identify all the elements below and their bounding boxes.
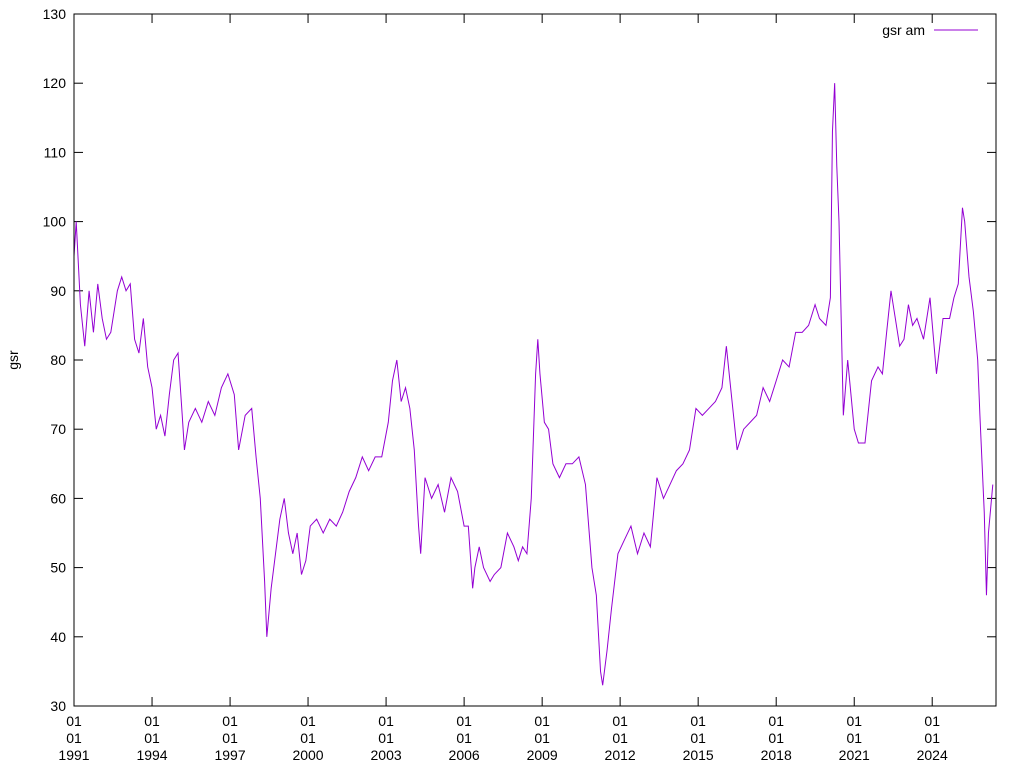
y-tick-label: 30 <box>50 698 66 714</box>
x-tick-label-line: 01 <box>300 713 316 729</box>
x-tick-label: 01 01 2021 <box>839 713 870 763</box>
x-tick-label: 01 01 1994 <box>136 713 167 763</box>
data-line <box>73 83 994 686</box>
y-tick-label: 110 <box>44 144 67 160</box>
x-tick-label-line: 01 <box>690 730 706 746</box>
x-tick-label-line: 2021 <box>839 747 870 763</box>
x-tick-label-line: 01 <box>300 730 316 746</box>
x-tick-label-line: 2024 <box>917 747 948 763</box>
y-tick-label: 50 <box>50 560 66 576</box>
x-tick-label: 01 01 2024 <box>917 713 948 763</box>
x-tick-label: 01 01 2006 <box>449 713 480 763</box>
x-tick-label: 01 01 1991 <box>58 713 89 763</box>
y-tick-label: 120 <box>43 75 67 91</box>
x-tick-label-line: 01 <box>846 730 862 746</box>
x-tick-label: 01 01 2009 <box>527 713 558 763</box>
x-tick-label-line: 2000 <box>292 747 323 763</box>
x-tick-label-line: 01 <box>612 730 628 746</box>
x-tick-label-line: 01 <box>534 730 550 746</box>
y-tick-label: 90 <box>50 283 66 299</box>
y-tick-label: 80 <box>50 352 66 368</box>
y-tick-label: 40 <box>50 629 66 645</box>
x-tick-label-line: 01 <box>534 713 550 729</box>
x-tick-label-line: 01 <box>66 713 82 729</box>
x-tick-label-line: 01 <box>144 713 160 729</box>
y-tick-label: 130 <box>43 6 67 22</box>
y-tick-label: 100 <box>43 214 67 230</box>
x-tick-label-line: 1991 <box>58 747 89 763</box>
y-tick-label: 70 <box>50 421 66 437</box>
x-tick-label: 01 01 2000 <box>292 713 323 763</box>
x-tick-label: 01 01 2018 <box>761 713 792 763</box>
y-axis-label: gsr <box>5 350 21 370</box>
y-tick-label: 60 <box>50 490 66 506</box>
x-tick-label-line: 01 <box>924 713 940 729</box>
x-tick-label-line: 1994 <box>136 747 167 763</box>
x-tick-label: 01 01 2015 <box>683 713 714 763</box>
x-tick-label-line: 01 <box>378 730 394 746</box>
x-tick-label: 01 01 2003 <box>371 713 402 763</box>
x-tick-label-line: 01 <box>690 713 706 729</box>
x-tick-label-line: 01 <box>66 730 82 746</box>
x-tick-label-line: 01 <box>768 730 784 746</box>
plot-border <box>73 13 997 707</box>
x-tick-label-line: 01 <box>456 730 472 746</box>
x-tick-label-line: 2009 <box>527 747 558 763</box>
x-tick-label-line: 01 <box>222 730 238 746</box>
x-tick-label-line: 01 <box>378 713 394 729</box>
x-tick-label-line: 2012 <box>605 747 636 763</box>
x-tick-label: 01 01 1997 <box>214 713 245 763</box>
legend-label: gsr am <box>882 22 925 38</box>
x-tick-label-line: 2018 <box>761 747 792 763</box>
x-tick-label-line: 2006 <box>449 747 480 763</box>
x-tick-label-line: 01 <box>456 713 472 729</box>
x-tick-label-line: 01 <box>768 713 784 729</box>
x-tick-label-line: 1997 <box>214 747 245 763</box>
x-tick-label-line: 2015 <box>683 747 714 763</box>
x-tick-label-line: 01 <box>144 730 160 746</box>
x-tick-label-line: 01 <box>924 730 940 746</box>
x-tick-label-line: 01 <box>222 713 238 729</box>
x-tick-label: 01 01 2012 <box>605 713 636 763</box>
x-tick-label-line: 2003 <box>371 747 402 763</box>
x-tick-label-line: 01 <box>612 713 628 729</box>
x-tick-label-line: 01 <box>846 713 862 729</box>
